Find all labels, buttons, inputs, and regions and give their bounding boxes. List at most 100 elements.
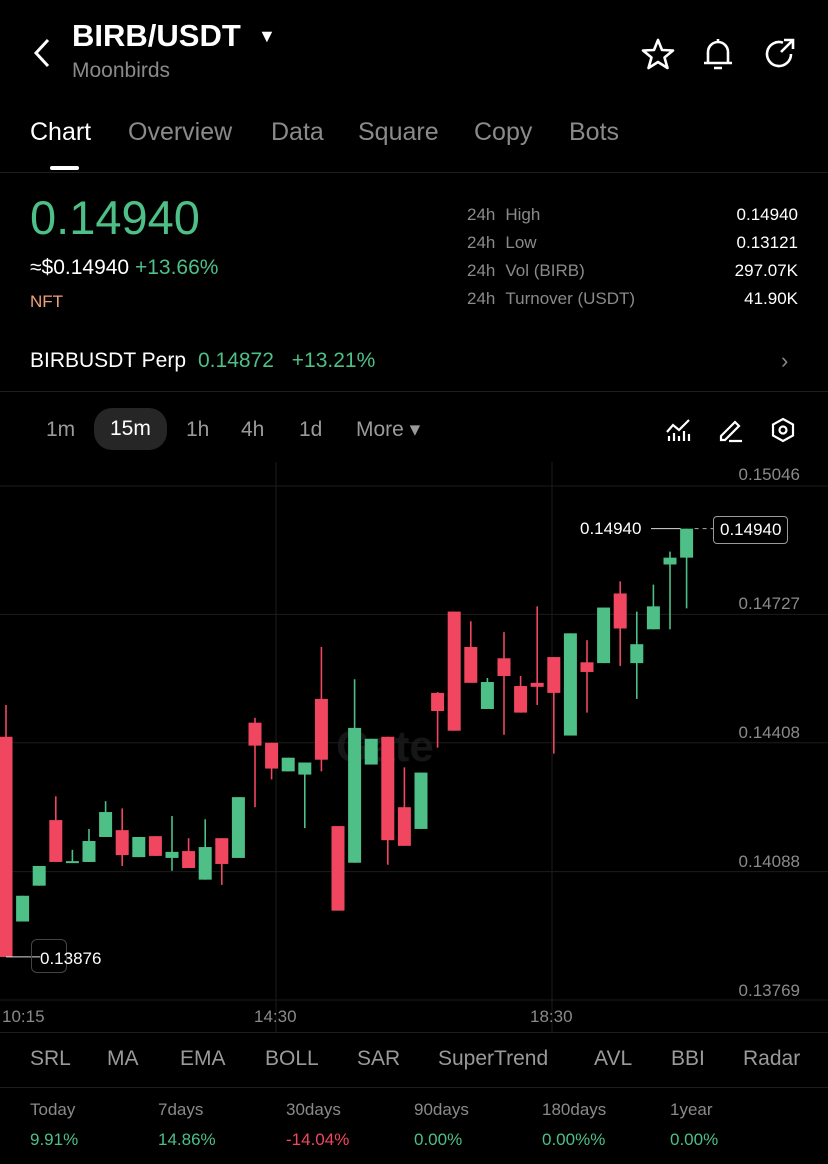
candle-body (480, 682, 494, 709)
candle-body (82, 841, 96, 862)
pencil-draw-icon[interactable] (717, 416, 745, 444)
interval-15m[interactable]: 15m (94, 408, 167, 450)
indicator-bbi[interactable]: BBI (671, 1047, 705, 1070)
indicator-supertrend[interactable]: SuperTrend (438, 1047, 549, 1070)
category-tag: NFT (30, 292, 64, 311)
stat-label-high: 24h High (467, 205, 541, 224)
price-tick: 0.14727 (738, 594, 800, 613)
indicator-avl[interactable]: AVL (594, 1047, 633, 1070)
expand-chart-button[interactable] (31, 939, 67, 973)
tab-overview[interactable]: Overview (128, 118, 233, 146)
candle-body (580, 662, 594, 672)
refresh-share-icon[interactable] (761, 36, 797, 72)
candle-body (0, 736, 13, 957)
candle-body (331, 826, 345, 911)
interval-1h[interactable]: 1h (186, 418, 210, 441)
candle-body (148, 836, 162, 856)
pair-subtitle: Moonbirds (72, 59, 171, 82)
tab-bots[interactable]: Bots (569, 118, 620, 146)
indicator-ma[interactable]: MA (107, 1047, 139, 1070)
candle-body (630, 644, 644, 664)
candle-body (298, 762, 312, 775)
tab-square[interactable]: Square (358, 118, 439, 146)
perp-price: 0.14872 (198, 349, 274, 372)
candle-body (646, 606, 660, 630)
candle-body (497, 658, 511, 676)
stat-value-high: 0.14940 (736, 205, 798, 224)
perp-link[interactable]: BIRBUSDT Perp 0.14872 +13.21% (30, 349, 375, 373)
candle-body (65, 861, 79, 864)
tab-chart[interactable]: Chart (30, 118, 92, 146)
return-value: 0.00% (414, 1130, 463, 1149)
divider (0, 391, 828, 392)
candlestick-chart[interactable] (0, 462, 828, 1032)
candle-body (530, 682, 544, 687)
interval-1m[interactable]: 1m (46, 418, 76, 441)
return-label: 30days (286, 1100, 341, 1119)
candle-body (99, 812, 113, 837)
candle-body (381, 736, 395, 841)
stat-label-low: 24h Low (467, 233, 537, 252)
pair-title[interactable]: BIRB/USDT (72, 18, 241, 53)
candle-body (364, 738, 378, 765)
time-tick: 18:30 (530, 1007, 573, 1026)
candle-body (215, 838, 229, 864)
divider (0, 1087, 828, 1088)
return-label: 90days (414, 1100, 469, 1119)
candle-body (597, 607, 611, 664)
return-label: 180days (542, 1100, 607, 1119)
price-tick: 0.14088 (738, 852, 800, 871)
indicator-sar[interactable]: SAR (357, 1047, 401, 1070)
candle-body (198, 847, 212, 880)
candle-body (265, 742, 279, 769)
return-label: 1year (670, 1100, 713, 1119)
price-tick: 0.15046 (738, 465, 800, 484)
settings-hexagon-icon[interactable] (769, 416, 797, 444)
high-marker-label: 0.14940 (580, 519, 642, 538)
candle-body (663, 557, 677, 565)
indicator-ema[interactable]: EMA (180, 1047, 226, 1070)
candle-body (49, 820, 63, 862)
pair-dropdown-icon[interactable]: ▼ (258, 26, 276, 46)
interval-more[interactable]: More ▾ (356, 418, 421, 441)
back-arrow-icon[interactable] (30, 36, 54, 70)
candle-body (414, 772, 428, 829)
return-label: 7days (158, 1100, 204, 1119)
return-label: Today (30, 1100, 76, 1119)
interval-1d[interactable]: 1d (299, 418, 323, 441)
candle-body (231, 797, 245, 858)
candle-body (165, 851, 179, 858)
indicator-chart-icon[interactable] (664, 416, 692, 444)
divider (0, 172, 828, 173)
indicator-radar[interactable]: Radar (743, 1047, 801, 1070)
return-value: 0.00%% (542, 1130, 606, 1149)
candle-body (132, 836, 146, 858)
candle-body (397, 807, 411, 846)
star-icon[interactable] (640, 36, 676, 72)
time-tick: 10:15 (2, 1007, 45, 1026)
return-value: 0.00% (670, 1130, 719, 1149)
candle-body (447, 611, 461, 731)
return-value: 9.91% (30, 1130, 79, 1149)
tab-data[interactable]: Data (271, 118, 324, 146)
perp-change: +13.21% (291, 349, 376, 372)
tab-copy[interactable]: Copy (474, 118, 533, 146)
candle-body (563, 633, 577, 736)
indicator-srl[interactable]: SRL (30, 1047, 71, 1070)
price-change: +13.66% (134, 256, 219, 279)
last-price-label: 0.14940 (713, 516, 789, 544)
candle-body (464, 647, 478, 683)
candle-body (16, 895, 30, 922)
indicator-boll[interactable]: BOLL (265, 1047, 319, 1070)
candle-body (613, 593, 627, 629)
return-value: 14.86% (158, 1130, 216, 1149)
stat-value-volume: 297.07K (734, 261, 798, 280)
bell-icon[interactable] (700, 36, 736, 72)
interval-4h[interactable]: 4h (241, 418, 265, 441)
last-price: 0.14940 (30, 191, 200, 244)
usd-price: ≈$0.14940 (30, 256, 130, 279)
active-tab-indicator (50, 166, 79, 170)
stat-value-low: 0.13121 (736, 233, 798, 252)
chevron-right-icon[interactable]: › (781, 348, 789, 373)
perp-name: BIRBUSDT Perp (30, 349, 186, 372)
